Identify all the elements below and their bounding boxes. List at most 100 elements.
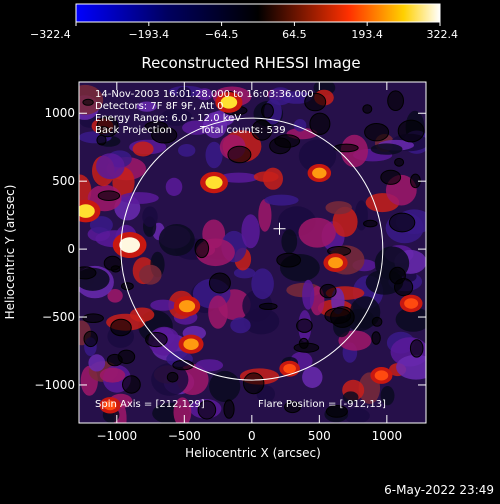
bright-source [183, 338, 199, 350]
texture-dark-blob [387, 90, 405, 111]
texture-blob [344, 408, 370, 423]
texture-dark-blob [197, 400, 217, 420]
texture-blob [298, 217, 336, 248]
texture-blob [338, 330, 372, 351]
annotation-total-counts: Total counts: 539 [199, 125, 286, 136]
texture-dark-blob [166, 371, 179, 383]
texture-dark-blob [251, 119, 273, 141]
texture-dark-blob [144, 121, 168, 132]
texture-dark-blob [110, 265, 121, 273]
texture-blob [325, 201, 352, 215]
texture-dark-blob [82, 313, 104, 324]
texture-dark-blob [284, 400, 301, 414]
texture-blob [178, 144, 196, 157]
bright-source [374, 370, 389, 381]
flare-position-marker [273, 222, 286, 235]
texture-blob [205, 141, 223, 169]
bright-source [79, 204, 95, 218]
bright-source [205, 176, 223, 189]
texture-blob [96, 153, 125, 180]
texture-blob [89, 216, 113, 234]
texture-blob [158, 224, 195, 256]
texture-blob [253, 171, 279, 182]
texture-blob [298, 139, 337, 173]
texture-blob [195, 359, 224, 372]
texture-dark-blob [227, 145, 252, 164]
colorbar-tick-label: −193.4 [128, 28, 169, 41]
colorbar-tick-label: 193.4 [351, 28, 383, 41]
texture-dark-blob [243, 372, 265, 395]
texture-blob [208, 295, 228, 329]
texture-dark-blob [96, 134, 107, 146]
bright-sources [79, 91, 423, 414]
texture-blob [233, 267, 256, 279]
colorbar-ticks: −322.4 −193.4 −64.5 64.5 193.4 322.4 [30, 22, 458, 41]
texture-dark-blob [364, 123, 390, 142]
x-axis-title: Heliocentric X (arcsec) [185, 446, 321, 460]
texture-dark-blob [397, 119, 425, 143]
y-tick-label: 0 [67, 242, 75, 256]
y-tick-label: −500 [42, 310, 75, 324]
texture-blob [395, 307, 426, 332]
texture-blob [258, 199, 272, 232]
texture-blob [302, 366, 323, 388]
x-tick-label: 0 [248, 429, 256, 443]
texture-blob [132, 141, 154, 157]
annotation-time-range: 14-Nov-2003 16:01:28.000 to 16:03:36.000 [95, 89, 314, 100]
texture-dark-blob [371, 331, 381, 345]
x-axis-ticks: −1000 −500 0 500 1000 [97, 82, 402, 443]
texture-blob [280, 91, 313, 104]
texture-dark-blob [319, 283, 337, 299]
texture-dark-blob [96, 116, 119, 138]
texture-dark-blob [82, 98, 94, 106]
bright-source [103, 400, 117, 411]
texture-blob [176, 86, 192, 100]
annotation-energy-range: Energy Range: 6.0 - 12.0 keV [95, 113, 241, 124]
texture-dark-blob [409, 339, 424, 358]
texture-dark-blob [388, 212, 416, 233]
texture-blob [251, 268, 274, 300]
colorbar [75, 3, 441, 23]
texture-blob [165, 177, 183, 196]
chart-title: Reconstructed RHESSI Image [141, 54, 360, 72]
texture-dark-blob [362, 104, 373, 114]
texture-dark-blob [296, 318, 313, 333]
colorbar-tick-label: −64.5 [205, 28, 239, 41]
texture-dark-blob [394, 278, 414, 297]
x-tick-label: −500 [168, 429, 201, 443]
plot-area [79, 82, 426, 423]
annotation-flare-position: Flare Position = [-912,13] [258, 399, 386, 410]
texture-dark-blob [276, 252, 302, 268]
texture-blob [136, 101, 157, 112]
texture-dark-blob [363, 219, 378, 228]
colorbar-tick-label: 322.4 [427, 28, 459, 41]
annotation-detectors: Detectors: 7F 8F 9F, Att 0 [95, 101, 223, 112]
texture-dark-blob [324, 307, 352, 324]
texture-dark-blob [304, 92, 327, 112]
texture-dark-blob [325, 405, 348, 418]
solar-limb-circle [120, 117, 384, 381]
x-tick-label: −1000 [97, 429, 138, 443]
texture-blob [150, 299, 176, 311]
y-tick-label: −1000 [34, 378, 75, 392]
x-tick-label: 500 [308, 429, 331, 443]
texture-blob [142, 206, 158, 227]
texture-dark-blob [145, 332, 168, 348]
bright-source [312, 167, 327, 179]
texture-dark-blob [274, 134, 301, 148]
texture-dark-blob [223, 399, 235, 419]
texture-blob [241, 214, 260, 249]
bright-source [404, 298, 419, 309]
texture-dark-blob [380, 169, 402, 185]
annotation-spin-axis: Spin Axis = [212,129] [95, 399, 205, 410]
y-axis-ticks: −1000 −500 0 500 1000 [34, 106, 426, 392]
texture-blob [196, 88, 213, 101]
bright-source [328, 257, 343, 269]
texture-blob [218, 172, 259, 183]
texture-blob [99, 367, 126, 383]
texture-dark-blob [79, 266, 97, 280]
texture-dark-blob [261, 103, 274, 119]
y-axis-title: Heliocentric Y (arcsec) [3, 185, 17, 320]
texture-blob [302, 279, 315, 310]
